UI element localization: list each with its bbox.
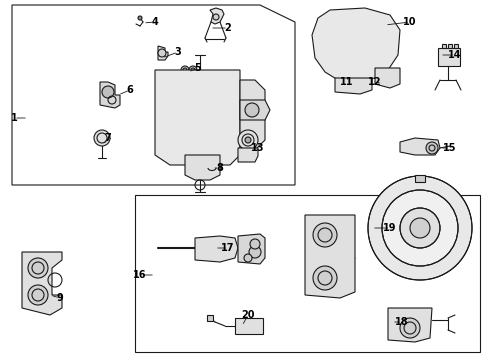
Bar	[135, 195, 479, 352]
Circle shape	[184, 74, 193, 82]
Text: 9: 9	[57, 293, 63, 303]
Circle shape	[248, 246, 261, 258]
Polygon shape	[195, 236, 238, 262]
Polygon shape	[209, 8, 224, 24]
Circle shape	[312, 223, 336, 247]
Bar	[437, 48, 459, 66]
Polygon shape	[240, 100, 269, 120]
Circle shape	[28, 285, 48, 305]
Polygon shape	[414, 175, 424, 182]
Circle shape	[381, 190, 457, 266]
Polygon shape	[399, 138, 439, 155]
Circle shape	[189, 66, 197, 74]
Polygon shape	[238, 148, 258, 162]
Text: 15: 15	[442, 143, 456, 153]
Circle shape	[94, 130, 110, 146]
Bar	[235, 318, 263, 334]
Text: 14: 14	[447, 50, 461, 60]
Text: 10: 10	[403, 17, 416, 27]
Circle shape	[238, 130, 258, 150]
Polygon shape	[240, 80, 264, 150]
Text: 1: 1	[11, 113, 18, 123]
Polygon shape	[100, 82, 120, 108]
Polygon shape	[22, 252, 62, 315]
Circle shape	[244, 254, 251, 262]
Polygon shape	[184, 155, 220, 180]
Polygon shape	[311, 8, 399, 82]
Text: 17: 17	[221, 243, 234, 253]
Polygon shape	[387, 308, 431, 342]
Text: 19: 19	[383, 223, 396, 233]
Bar	[453, 44, 457, 48]
Text: 16: 16	[133, 270, 146, 280]
Bar	[447, 44, 451, 48]
Text: 3: 3	[174, 47, 181, 57]
Bar	[206, 315, 213, 321]
Circle shape	[244, 103, 259, 117]
Text: 2: 2	[224, 23, 231, 33]
Circle shape	[367, 176, 471, 280]
Circle shape	[102, 86, 114, 98]
Polygon shape	[238, 234, 264, 264]
Text: 4: 4	[151, 17, 158, 27]
Circle shape	[399, 318, 419, 338]
Polygon shape	[305, 215, 354, 298]
Circle shape	[409, 218, 429, 238]
Text: 6: 6	[126, 85, 133, 95]
Text: 11: 11	[340, 77, 353, 87]
Text: 13: 13	[251, 143, 264, 153]
Polygon shape	[158, 46, 168, 60]
Polygon shape	[374, 68, 399, 88]
Polygon shape	[155, 70, 240, 165]
Circle shape	[249, 239, 260, 249]
Circle shape	[425, 142, 437, 154]
Circle shape	[213, 14, 219, 20]
Circle shape	[312, 266, 336, 290]
Circle shape	[138, 16, 142, 20]
Text: 12: 12	[367, 77, 381, 87]
Text: 20: 20	[241, 310, 254, 320]
Text: 8: 8	[216, 163, 223, 173]
Circle shape	[158, 49, 165, 57]
Text: 5: 5	[194, 63, 201, 73]
Circle shape	[181, 66, 189, 74]
Text: 7: 7	[104, 133, 111, 143]
Circle shape	[28, 258, 48, 278]
Text: 18: 18	[394, 317, 408, 327]
Circle shape	[244, 137, 250, 143]
Bar	[441, 44, 445, 48]
Polygon shape	[334, 78, 371, 94]
Circle shape	[399, 208, 439, 248]
